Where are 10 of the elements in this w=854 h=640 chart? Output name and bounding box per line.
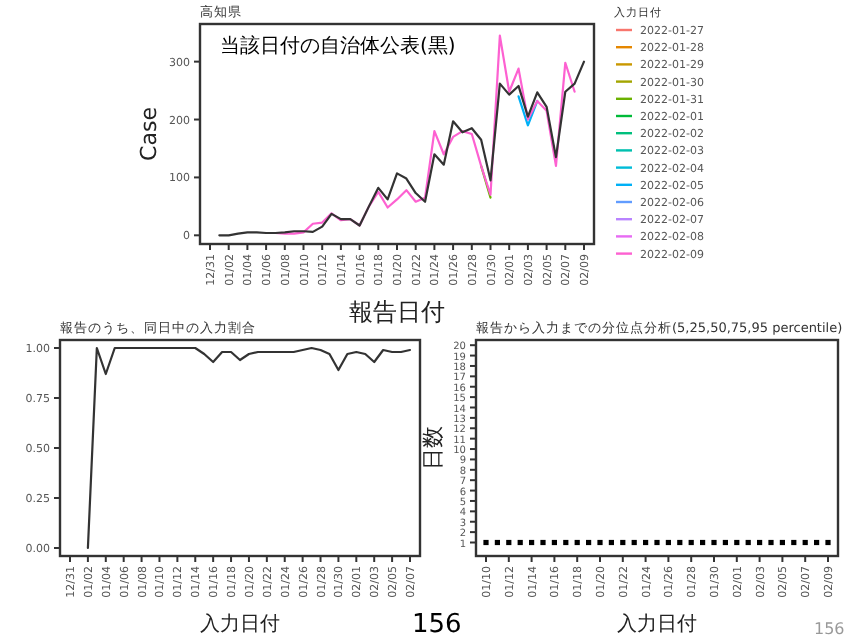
annotation: 当該日付の自治体公表(黒) bbox=[220, 34, 456, 58]
x-axis-title: 入力日付 bbox=[617, 612, 697, 636]
text: 156 bbox=[412, 610, 462, 640]
line-series bbox=[86, 346, 412, 550]
text: 156 bbox=[814, 620, 845, 638]
y-axis-title: Case bbox=[136, 106, 162, 161]
line-series bbox=[218, 60, 586, 237]
y-axis-title: 日数 bbox=[420, 426, 446, 470]
x-axis-title: 入力日付 bbox=[200, 612, 280, 636]
x-axis-title: 報告日付 bbox=[349, 298, 445, 326]
